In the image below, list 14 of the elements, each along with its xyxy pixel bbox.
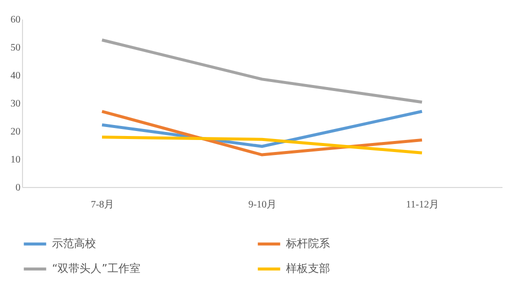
x-tick-label: 9-10月 bbox=[248, 200, 277, 210]
y-tick-label: 20 bbox=[10, 126, 20, 138]
legend-label: “双带头人”工作室 bbox=[52, 262, 140, 275]
y-tick-label: 60 bbox=[10, 14, 20, 26]
x-tick-label: 11-12月 bbox=[406, 200, 439, 210]
legend-label: 样板支部 bbox=[286, 262, 330, 275]
y-tick-label: 0 bbox=[16, 182, 20, 194]
y-tick-label: 30 bbox=[10, 98, 20, 110]
y-tick-label: 40 bbox=[10, 70, 20, 82]
y-tick-label: 50 bbox=[10, 42, 20, 54]
legend-label: 示范高校 bbox=[52, 237, 96, 250]
legend-label: 标杆院系 bbox=[285, 237, 330, 250]
x-tick-label: 7-8月 bbox=[90, 200, 114, 210]
y-tick-label: 10 bbox=[10, 154, 20, 166]
